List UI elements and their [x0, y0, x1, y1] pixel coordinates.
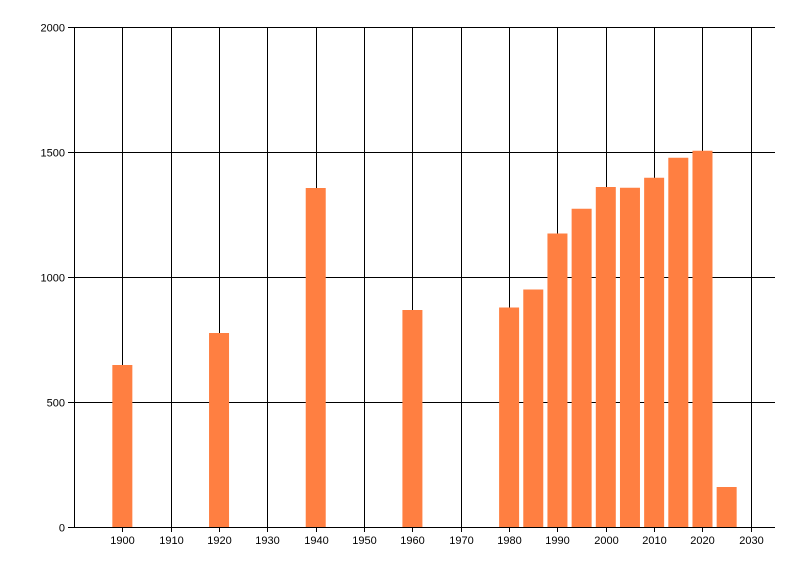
x-tick-label: 1950	[352, 535, 376, 547]
bar-2020	[692, 150, 713, 527]
bar-1990	[547, 233, 568, 527]
y-tick-label: 1000	[41, 273, 65, 285]
x-tick-label: 1960	[400, 535, 424, 547]
x-tick-label: 2000	[594, 535, 618, 547]
x-tick-label: 2030	[739, 535, 763, 547]
x-tick-label: 2010	[642, 535, 666, 547]
bar-1995	[571, 208, 592, 527]
x-tick-label: 1990	[545, 535, 569, 547]
y-tick-label: 1500	[41, 148, 65, 160]
bar-2000	[595, 187, 616, 527]
bar-1940	[305, 188, 326, 527]
x-tick-label: 1930	[255, 535, 279, 547]
x-tick-label: 1900	[110, 535, 134, 547]
x-tick-label: 1940	[304, 535, 328, 547]
y-tick-label: 0	[59, 523, 65, 535]
bar-2010	[644, 177, 665, 527]
bar-1960	[402, 310, 423, 527]
bar-1980	[499, 307, 520, 527]
bar-1920	[209, 333, 230, 527]
bar-2015	[668, 157, 689, 527]
bar-1985	[523, 289, 544, 527]
x-tick-label: 2020	[690, 535, 714, 547]
bar-1900	[112, 365, 133, 527]
y-tick-label: 2000	[41, 23, 65, 35]
x-tick-label: 1920	[207, 535, 231, 547]
y-tick-label: 500	[47, 398, 65, 410]
bar-2005	[619, 187, 640, 527]
x-tick-label: 1970	[449, 535, 473, 547]
x-tick-label: 1910	[159, 535, 183, 547]
bar-2025	[716, 487, 737, 527]
x-tick-label: 1980	[497, 535, 521, 547]
